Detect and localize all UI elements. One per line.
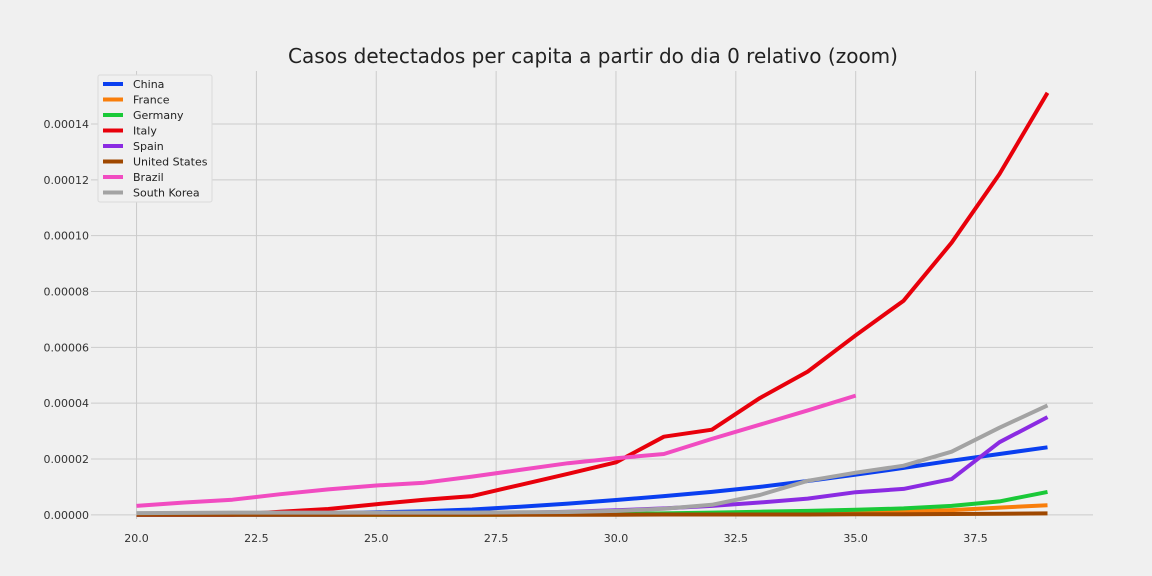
y-tick-label: 0.00004 <box>44 397 90 410</box>
y-tick-label: 0.00000 <box>44 509 90 522</box>
x-tick-label: 25.0 <box>364 532 389 545</box>
legend-label: United States <box>133 156 208 169</box>
series-line <box>136 511 1048 517</box>
x-tick-label: 37.5 <box>963 532 988 545</box>
legend-label: Germany <box>133 109 184 122</box>
legend-label: France <box>133 94 170 107</box>
series-line <box>136 91 1050 517</box>
y-tick-label: 0.00002 <box>44 453 90 466</box>
x-tick-label: 27.5 <box>484 532 509 545</box>
legend-label: South Korea <box>133 187 200 200</box>
y-axis-ticks: 0.00000 0.00002 0.00004 0.00006 0.00008 0.000… <box>44 118 90 522</box>
x-axis-ticks: 20.0 22.5 25.0 27.5 30.0 32.5 35.0 37.5 <box>124 532 987 545</box>
chart-title: Casos detectados per capita a partir do … <box>288 44 898 68</box>
grid <box>91 71 1093 519</box>
y-tick-label: 0.00010 <box>44 230 90 243</box>
y-tick-label: 0.00006 <box>44 341 90 354</box>
x-tick-label: 35.0 <box>843 532 868 545</box>
x-tick-label: 30.0 <box>604 532 629 545</box>
legend-box <box>97 74 213 203</box>
series-lines <box>136 91 1050 517</box>
legend: China France Germany Italy Spain United State… <box>97 74 213 203</box>
series-line <box>136 393 857 508</box>
x-tick-label: 22.5 <box>244 532 269 545</box>
series-line <box>136 403 1049 516</box>
x-tick-label: 32.5 <box>724 532 749 545</box>
series-line <box>136 445 1048 517</box>
legend-label: Italy <box>133 125 157 138</box>
legend-label: China <box>133 78 164 91</box>
legend-label: Brazil <box>133 171 164 184</box>
y-tick-label: 0.00014 <box>44 118 90 131</box>
y-tick-label: 0.00008 <box>44 286 90 299</box>
y-tick-label: 0.00012 <box>44 174 90 187</box>
x-tick-label: 20.0 <box>124 532 149 545</box>
legend-label: Spain <box>133 140 164 153</box>
